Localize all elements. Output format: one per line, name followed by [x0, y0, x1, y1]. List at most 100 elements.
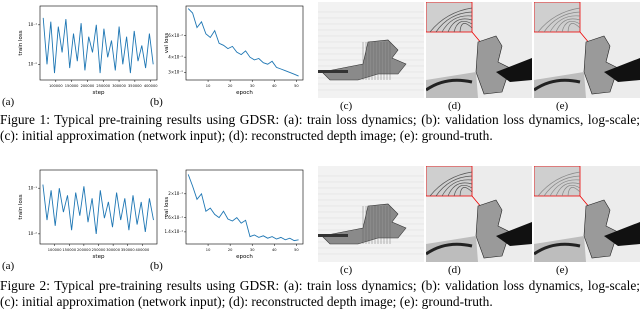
x-tick-label: 40 — [272, 84, 277, 88]
y-axis-label: train loss — [18, 194, 24, 219]
panel-label: (a) — [2, 260, 15, 272]
inset-detail — [459, 187, 473, 197]
depth-image — [318, 166, 424, 262]
depth-image — [318, 2, 424, 98]
panel-label: (c) — [340, 100, 353, 112]
curve — [426, 242, 473, 256]
x-tick-label: 300000 — [106, 248, 120, 252]
floor — [534, 72, 586, 98]
loss-line — [42, 17, 154, 74]
inset-detail — [561, 21, 581, 33]
y-axis-label: val loss — [164, 33, 170, 54]
x-tick-label: 30 — [250, 84, 255, 88]
inset-detail — [567, 187, 581, 197]
y-tick-label: 1.6×10⁻¹ — [164, 215, 183, 220]
inset-detail — [429, 171, 473, 197]
depth-image — [534, 166, 640, 262]
inset — [534, 2, 581, 33]
object-shadow — [496, 222, 532, 246]
figure-row: 100000 150000 200000 250000 300000 350000 4000… — [0, 166, 640, 276]
depth-image — [534, 2, 640, 98]
object-shadow — [604, 222, 640, 246]
x-tick-label: 300000 — [112, 84, 126, 88]
inset-detail — [453, 185, 473, 197]
inset — [426, 166, 473, 197]
inset-detail — [555, 18, 581, 33]
x-tick-label: 200000 — [81, 84, 95, 88]
caption: Figure 2: Typical pre-training results u… — [0, 278, 640, 309]
panel-label: (b) — [150, 96, 163, 108]
inset-detail — [543, 11, 581, 33]
inset-detail — [537, 171, 581, 197]
inset-detail — [441, 179, 473, 197]
inset-detail — [435, 175, 473, 197]
x-tick-label: 10 — [206, 248, 211, 252]
x-tick-label: 400000 — [136, 248, 150, 252]
y-tick-label: 1.4×10⁻¹ — [164, 229, 183, 234]
x-tick-label: 10 — [206, 84, 211, 88]
x-tick-label: 50 — [294, 248, 299, 252]
inset-detail — [459, 23, 473, 33]
line-chart: 100000 150000 200000 250000 300000 350000 4000… — [18, 169, 158, 260]
panel-label: (d) — [448, 264, 461, 276]
inset-detail — [435, 11, 473, 33]
y-tick-label: 2×10⁻¹ — [168, 191, 183, 196]
y-tick-label: 10⁻² — [28, 62, 37, 67]
loss-line — [187, 174, 299, 242]
x-tick-label: 250000 — [92, 248, 106, 252]
inset-detail — [453, 21, 473, 33]
y-tick-label: 10⁻² — [28, 231, 37, 236]
line-chart: 100000 150000 200000 250000 300000 350000 4000… — [18, 5, 158, 96]
depth-image — [426, 166, 532, 262]
x-tick-label: 250000 — [96, 84, 110, 88]
curve — [426, 78, 473, 92]
inset-detail — [555, 182, 581, 197]
curve — [534, 242, 581, 256]
y-axis-label: train loss — [18, 30, 24, 55]
line-chart: 10 20 30 40 50 2×10⁻¹ 1.6×10⁻¹ 1.4×10⁻¹ epoch val… — [164, 169, 304, 260]
panel-label: (e) — [556, 100, 569, 112]
figure-row: 100000 150000 200000 250000 300000 350000 4000… — [0, 2, 640, 112]
inset-detail — [549, 179, 581, 197]
loss-line — [187, 8, 299, 77]
object-shadow — [496, 58, 532, 82]
plot-frame — [185, 169, 304, 245]
inset-detail — [447, 182, 473, 197]
y-tick-label: 10⁻¹ — [28, 22, 37, 27]
x-axis-label: step — [93, 254, 105, 260]
x-tick-label: 100000 — [48, 248, 62, 252]
x-tick-label: 30 — [250, 248, 255, 252]
floor-shadow — [318, 70, 348, 73]
x-tick-label: 400000 — [144, 84, 158, 88]
y-tick-label: 4×10⁻² — [168, 54, 183, 59]
x-tick-label: 350000 — [121, 248, 135, 252]
plot-frame — [39, 5, 158, 81]
y-tick-label: 6×10⁻² — [168, 33, 183, 38]
floor — [426, 236, 478, 262]
x-tick-label: 200000 — [77, 248, 91, 252]
plot-frame — [185, 5, 304, 81]
object-shadow — [604, 58, 640, 82]
y-axis-label: val loss — [164, 197, 170, 218]
panel-label: (c) — [340, 264, 353, 276]
x-axis-label: step — [93, 90, 105, 96]
floor — [426, 72, 478, 98]
x-tick-label: 20 — [228, 248, 233, 252]
inset-detail — [429, 7, 473, 33]
x-tick-label: 150000 — [62, 248, 76, 252]
x-tick-label: 100000 — [49, 84, 63, 88]
x-tick-label: 20 — [228, 84, 233, 88]
x-axis-label: epoch — [236, 254, 253, 260]
inset-detail — [561, 185, 581, 197]
inset — [534, 166, 581, 197]
x-tick-label: 350000 — [128, 84, 142, 88]
y-tick-label: 10⁻¹ — [28, 185, 37, 190]
inset-detail — [537, 7, 581, 33]
loss-line — [42, 184, 154, 234]
panel-label: (b) — [150, 260, 163, 272]
floor-shadow — [318, 234, 348, 237]
inset-detail — [441, 15, 473, 33]
inset-detail — [549, 15, 581, 33]
panel-label: (d) — [448, 100, 461, 112]
